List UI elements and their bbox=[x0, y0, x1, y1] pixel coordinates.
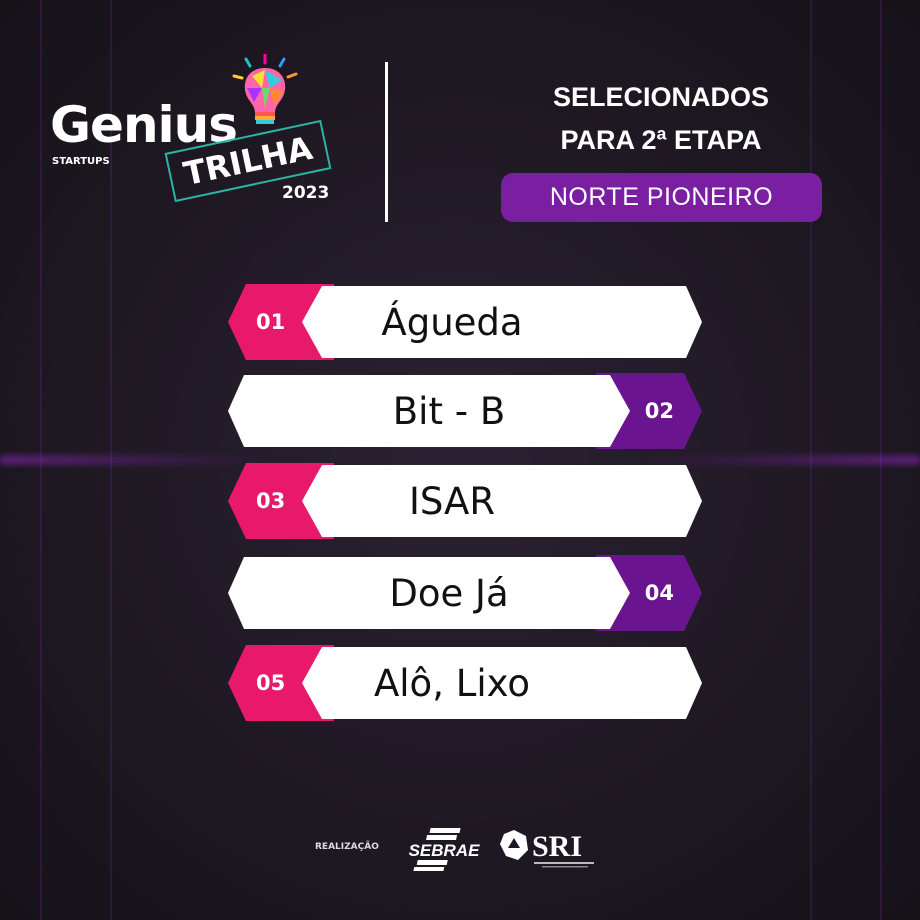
genius-logo-text: Genius bbox=[50, 96, 238, 154]
sebrae-logo: SEBRAE bbox=[409, 828, 481, 871]
year-text: 2023 bbox=[282, 183, 330, 203]
list-item: 03 ISAR bbox=[228, 463, 702, 539]
decor-line bbox=[40, 0, 42, 920]
list-item: 05 Alô, Lixo bbox=[228, 645, 702, 721]
startups-text: STARTUPS bbox=[52, 156, 110, 167]
sri-logo: SRI bbox=[500, 830, 594, 868]
startup-name: ISAR bbox=[302, 465, 702, 537]
header-divider bbox=[385, 62, 388, 222]
svg-text:SEBRAE: SEBRAE bbox=[409, 841, 481, 860]
startup-name: Águeda bbox=[302, 286, 702, 358]
heading-line-2: PARA 2ª ETAPA bbox=[560, 125, 762, 155]
svg-text:SRI: SRI bbox=[532, 830, 582, 863]
list-item: 04 Doe Já bbox=[228, 555, 702, 631]
region-badge: NORTE PIONEIRO bbox=[501, 173, 822, 222]
realizacao-label: REALIZAÇÃO bbox=[315, 842, 379, 852]
decor-line bbox=[880, 0, 882, 920]
list-item: 01 Águeda bbox=[228, 284, 702, 360]
startup-name: Bit - B bbox=[228, 375, 630, 447]
lightbulb-icon bbox=[232, 54, 298, 124]
startup-name: Doe Já bbox=[228, 557, 630, 629]
heading-line-1: SELECIONADOS bbox=[552, 82, 770, 112]
list-item: 02 Bit - B bbox=[228, 373, 702, 449]
startup-name: Alô, Lixo bbox=[302, 647, 702, 719]
